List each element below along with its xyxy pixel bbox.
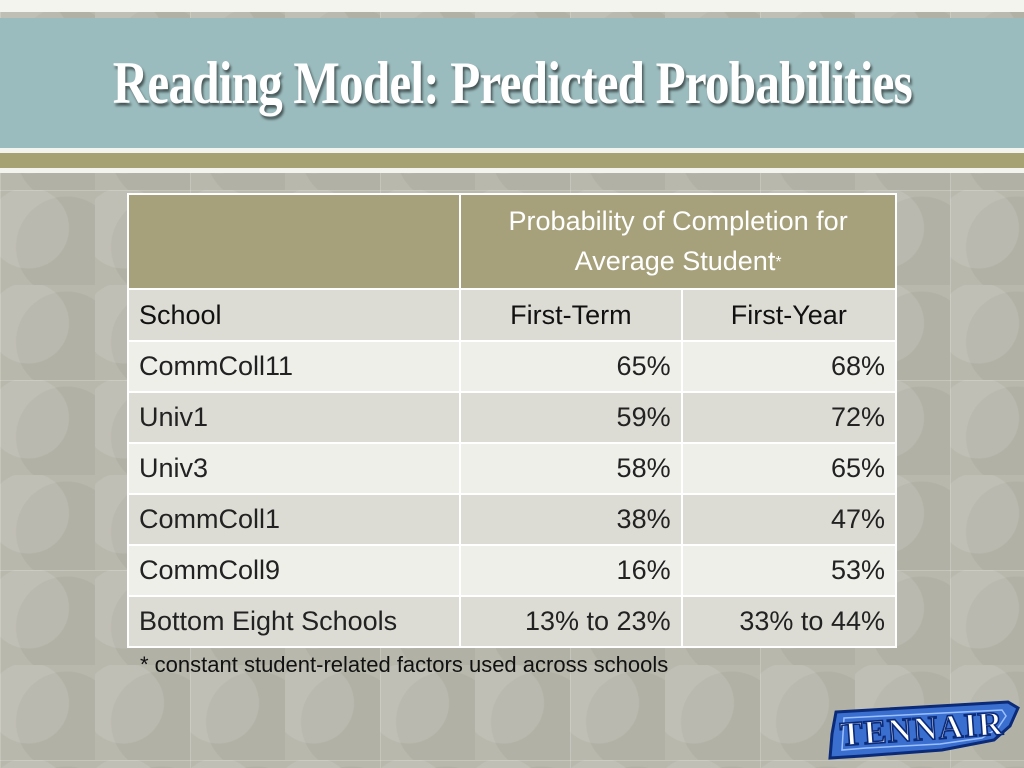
table-row: CommColl11 65% 68% [126,340,898,393]
divider-stripe [0,148,1024,153]
school-cell: Univ1 [126,391,462,444]
first-term-cell: 13% to 23% [459,595,683,648]
table-row: Bottom Eight Schools 13% to 23% 33% to 4… [126,595,898,648]
group-header-mark: * [775,253,782,271]
first-term-cell: 58% [459,442,683,495]
divider-stripe [0,168,1024,173]
group-header-text: Probability of Completion for Average St… [508,205,848,276]
table-group-header-row: Probability of Completion for Average St… [126,193,897,290]
table-row: CommColl9 16% 53% [126,544,898,597]
first-term-cell: 59% [459,391,683,444]
column-header-first-term: First-Term [459,288,683,342]
school-cell: CommColl9 [126,544,462,597]
probability-table: Probability of Completion for Average St… [126,193,898,648]
top-border [0,0,1024,12]
school-cell: Bottom Eight Schools [126,595,462,648]
first-year-cell: 53% [680,544,898,597]
tennair-logo: TENNAIR [828,700,1020,760]
table-column-header-row: School First-Term First-Year [126,288,898,342]
group-header-cell: Probability of Completion for Average St… [459,193,897,290]
school-cell: Univ3 [126,442,462,495]
first-year-cell: 47% [680,493,898,546]
first-term-cell: 16% [459,544,683,597]
first-year-cell: 33% to 44% [680,595,898,648]
first-term-cell: 38% [459,493,683,546]
footnote: * constant student-related factors used … [140,652,669,677]
column-header-first-year: First-Year [680,288,898,342]
school-cell: CommColl11 [126,340,462,393]
divider-stripe-olive [0,153,1024,168]
table-row: Univ3 58% 65% [126,442,898,495]
column-header-school: School [126,288,462,342]
school-cell: CommColl1 [126,493,462,546]
first-year-cell: 65% [680,442,898,495]
table-row: Univ1 59% 72% [126,391,898,444]
first-year-cell: 72% [680,391,898,444]
table-row: CommColl1 38% 47% [126,493,898,546]
slide-title: Reading Model: Predicted Probabilities [112,49,912,116]
first-year-cell: 68% [680,340,898,393]
empty-header-cell [126,193,462,290]
first-term-cell: 65% [459,340,683,393]
title-band: Reading Model: Predicted Probabilities [0,18,1024,148]
